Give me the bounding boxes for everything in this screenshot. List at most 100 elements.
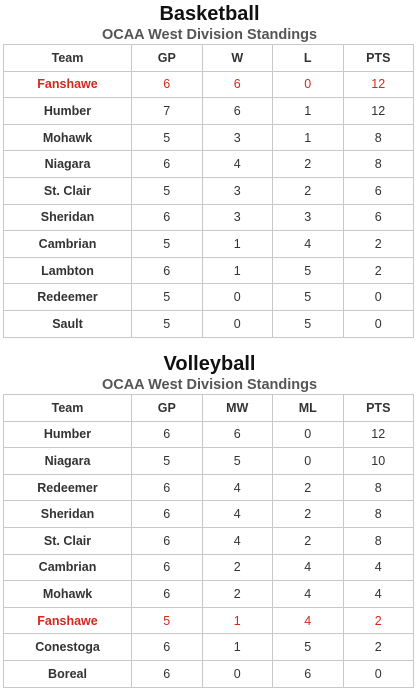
wins-cell: 1 xyxy=(201,256,273,285)
wins-cell: 6 xyxy=(201,97,273,125)
table-row: Redeemer 6 4 2 8 xyxy=(3,473,414,502)
volleyball-subtitle: OCAA West Division Standings xyxy=(101,377,318,393)
header-w: W xyxy=(201,44,273,72)
losses-cell: 3 xyxy=(272,203,344,232)
team-name-cell: Sheridan xyxy=(3,203,132,232)
table-row: Cambrian 6 2 4 4 xyxy=(3,553,414,582)
games-played-cell: 6 xyxy=(131,553,203,582)
losses-cell: 6 xyxy=(272,659,344,688)
header-ml: ML xyxy=(272,394,344,422)
table-row: Humber 7 6 1 12 xyxy=(3,97,414,125)
games-played-cell: 5 xyxy=(131,447,203,475)
games-played-cell: 6 xyxy=(131,70,203,99)
header-team: Team xyxy=(3,44,132,72)
games-played-cell: 6 xyxy=(131,420,203,449)
wins-cell: 3 xyxy=(201,123,273,152)
team-name-cell: Redeemer xyxy=(3,473,132,502)
table-header-row: Team GP MW ML PTS xyxy=(3,394,414,422)
team-name-cell: St. Clair xyxy=(3,176,132,205)
table-row: Fanshawe 5 1 4 2 xyxy=(3,606,414,635)
points-cell: 8 xyxy=(342,526,414,555)
losses-cell: 4 xyxy=(272,230,344,258)
points-cell: 12 xyxy=(342,70,414,99)
header-team: Team xyxy=(3,394,132,422)
games-played-cell: 6 xyxy=(131,526,203,555)
games-played-cell: 6 xyxy=(131,580,203,608)
points-cell: 2 xyxy=(342,256,414,285)
team-name-cell: Humber xyxy=(3,420,132,449)
wins-cell: 3 xyxy=(201,203,273,232)
wins-cell: 1 xyxy=(201,633,273,661)
games-played-cell: 5 xyxy=(131,283,203,311)
volleyball-standings-table: Team GP MW ML PTS Humber 6 6 0 12 Niagara 5 5 0 1… xyxy=(3,394,414,688)
games-played-cell: 5 xyxy=(131,176,203,205)
losses-cell: 2 xyxy=(272,526,344,555)
points-cell: 2 xyxy=(342,230,414,258)
losses-cell: 2 xyxy=(272,500,344,528)
wins-cell: 4 xyxy=(201,473,273,502)
games-played-cell: 6 xyxy=(131,203,203,232)
team-name-cell: Mohawk xyxy=(3,580,132,608)
basketball-rows: Fanshawe 6 6 0 12 Humber 7 6 1 12 Mohawk 5 3 1 8 Niagar… xyxy=(3,70,414,338)
points-cell: 0 xyxy=(342,309,414,338)
losses-cell: 5 xyxy=(272,633,344,661)
games-played-cell: 5 xyxy=(131,606,203,635)
team-name-cell: Niagara xyxy=(3,150,132,178)
points-cell: 4 xyxy=(342,553,414,582)
table-row: Cambrian 5 1 4 2 xyxy=(3,230,414,258)
losses-cell: 2 xyxy=(272,150,344,178)
losses-cell: 5 xyxy=(272,283,344,311)
basketball-title: Basketball xyxy=(159,3,260,25)
wins-cell: 5 xyxy=(201,447,273,475)
table-row: Sault 5 0 5 0 xyxy=(3,309,414,338)
team-name-cell: Sheridan xyxy=(3,500,132,528)
wins-cell: 0 xyxy=(201,283,273,311)
table-row: Fanshawe 6 6 0 12 xyxy=(3,70,414,99)
wins-cell: 2 xyxy=(201,553,273,582)
games-played-cell: 6 xyxy=(131,150,203,178)
wins-cell: 6 xyxy=(201,70,273,99)
table-row: Sheridan 6 4 2 8 xyxy=(3,500,414,528)
table-row: Boreal 6 0 6 0 xyxy=(3,659,414,688)
team-name-cell: Cambrian xyxy=(3,230,132,258)
losses-cell: 0 xyxy=(272,70,344,99)
wins-cell: 2 xyxy=(201,580,273,608)
table-row: St. Clair 5 3 2 6 xyxy=(3,176,414,205)
table-row: Redeemer 5 0 5 0 xyxy=(3,283,414,311)
losses-cell: 2 xyxy=(272,473,344,502)
team-name-cell: Lambton xyxy=(3,256,132,285)
team-name-cell: Redeemer xyxy=(3,283,132,311)
team-name-cell: Cambrian xyxy=(3,553,132,582)
wins-cell: 1 xyxy=(201,606,273,635)
header-gp: GP xyxy=(131,394,203,422)
points-cell: 0 xyxy=(342,283,414,311)
team-name-cell: St. Clair xyxy=(3,526,132,555)
team-name-cell: Fanshawe xyxy=(3,606,132,635)
games-played-cell: 7 xyxy=(131,97,203,125)
team-name-cell: Conestoga xyxy=(3,633,132,661)
header-pts: PTS xyxy=(342,394,414,422)
table-row: Niagara 6 4 2 8 xyxy=(3,150,414,178)
games-played-cell: 6 xyxy=(131,500,203,528)
losses-cell: 5 xyxy=(272,309,344,338)
header-pts: PTS xyxy=(342,44,414,72)
team-name-cell: Niagara xyxy=(3,447,132,475)
team-name-cell: Humber xyxy=(3,97,132,125)
losses-cell: 4 xyxy=(272,580,344,608)
points-cell: 6 xyxy=(342,203,414,232)
wins-cell: 6 xyxy=(201,420,273,449)
header-gp: GP xyxy=(131,44,203,72)
points-cell: 10 xyxy=(342,447,414,475)
header-mw: MW xyxy=(201,394,273,422)
games-played-cell: 5 xyxy=(131,230,203,258)
losses-cell: 1 xyxy=(272,97,344,125)
table-header-row: Team GP W L PTS xyxy=(3,44,414,72)
wins-cell: 3 xyxy=(201,176,273,205)
points-cell: 2 xyxy=(342,633,414,661)
points-cell: 8 xyxy=(342,150,414,178)
wins-cell: 1 xyxy=(201,230,273,258)
wins-cell: 0 xyxy=(201,659,273,688)
points-cell: 2 xyxy=(342,606,414,635)
basketball-standings-table: Team GP W L PTS Fanshawe 6 6 0 12 Humber 7 6 1 12… xyxy=(3,44,414,338)
volleyball-title: Volleyball xyxy=(163,353,256,375)
